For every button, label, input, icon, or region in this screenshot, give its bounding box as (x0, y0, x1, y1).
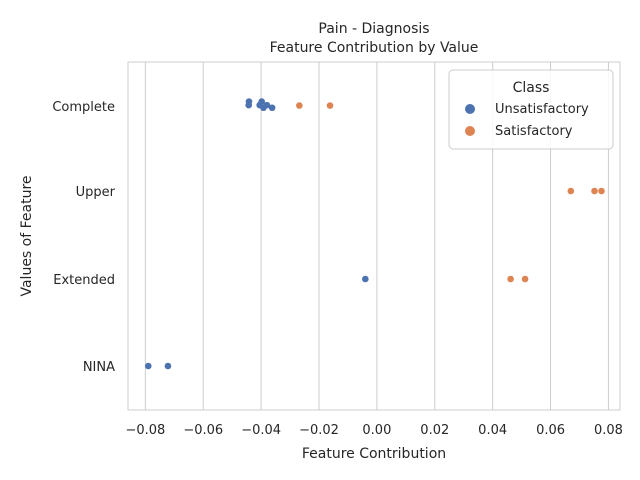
data-point-satisfactory (567, 187, 575, 195)
legend-label-satisfactory: Satisfactory (495, 124, 573, 139)
x-tick-label: 0.02 (420, 423, 449, 438)
y-axis-label: Values of Feature (19, 175, 35, 296)
legend-box (448, 69, 614, 150)
legend: Class Unsatisfactory Satisfactory (448, 69, 614, 150)
chart-title-line2: Feature Contribution by Value (270, 40, 479, 56)
x-tick-label: −0.02 (299, 423, 339, 438)
data-point-satisfactory (326, 102, 334, 109)
legend-marker-unsatisfactory (465, 104, 475, 114)
y-tick-label: NINA (83, 360, 115, 375)
x-axis-label: Feature Contribution (302, 446, 446, 462)
legend-label-unsatisfactory: Unsatisfactory (495, 102, 589, 117)
x-tick-label: 0.06 (536, 423, 565, 438)
plot-frame (127, 61, 621, 411)
data-point-satisfactory (507, 275, 514, 283)
y-tick-labels: Complete Upper Extended NINA (52, 100, 115, 375)
y-tick-label: Upper (76, 185, 116, 200)
data-point-unsatisfactory (362, 275, 369, 283)
data-point-satisfactory (521, 275, 529, 283)
data-point-unsatisfactory (144, 362, 152, 370)
y-tick-label: Complete (52, 100, 115, 115)
legend-marker-satisfactory (465, 126, 475, 136)
data-point-unsatisfactory (260, 104, 267, 112)
data-point-satisfactory (296, 102, 303, 109)
chart-title-line1: Pain - Diagnosis (318, 21, 429, 37)
x-tick-labels: −0.08 −0.06 −0.04 −0.02 0.00 0.02 0.04 0.06 0.08 (125, 423, 622, 438)
x-tick-label: 0.00 (362, 423, 391, 438)
x-tick-label: −0.06 (183, 423, 223, 438)
data-point-unsatisfactory (268, 104, 276, 112)
data-points (144, 98, 605, 370)
x-tick-label: 0.04 (478, 423, 507, 438)
x-tick-label: −0.04 (241, 423, 281, 438)
x-tick-label: −0.08 (125, 423, 165, 438)
data-point-unsatisfactory (245, 101, 252, 109)
data-point-satisfactory (598, 187, 605, 195)
y-tick-label: Extended (53, 273, 115, 288)
legend-title: Class (513, 80, 550, 96)
x-tick-label: 0.08 (594, 423, 623, 438)
data-point-satisfactory (591, 187, 598, 195)
data-point-unsatisfactory (164, 362, 172, 370)
